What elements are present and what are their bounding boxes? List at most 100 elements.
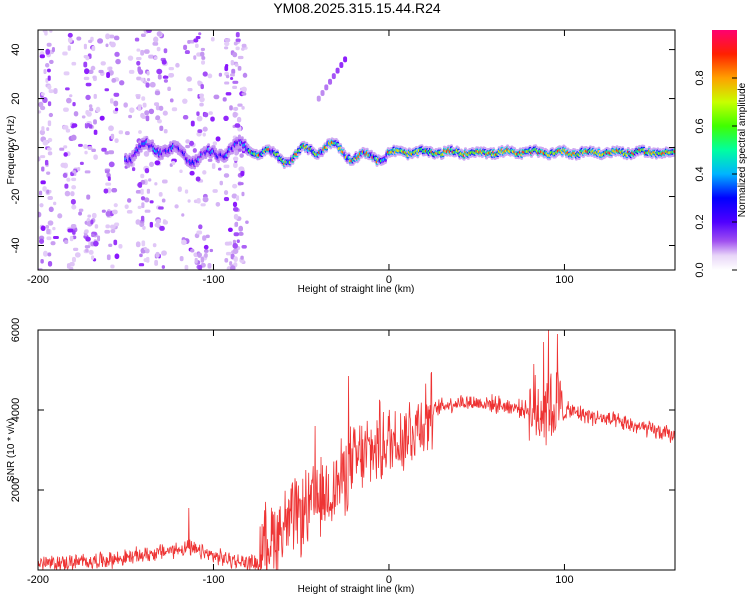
heatmap-cell: [70, 134, 77, 141]
heatmap-cell: [177, 186, 182, 192]
heatmap-cell: [189, 140, 195, 147]
heatmap-cell: [208, 111, 213, 115]
heatmap-cell: [83, 144, 88, 149]
heatmap-cell: [110, 133, 115, 140]
heatmap-cell: [144, 209, 151, 213]
heatmap-cell: [57, 213, 63, 219]
heatmap-cell: [131, 167, 136, 172]
heatmap-cell: [47, 84, 52, 90]
snr-series-line: [38, 330, 675, 570]
heatmap-cell: [149, 200, 154, 204]
heatmap-cell: [106, 254, 111, 261]
heatmap-cell: [135, 219, 141, 225]
heatmap-cell: [343, 56, 348, 63]
heatmap-cell: [219, 180, 223, 186]
heatmap-cell: [84, 170, 91, 174]
heatmap-cell: [85, 94, 91, 101]
heatmap-cell: [195, 35, 201, 40]
heatmap-cell: [38, 101, 44, 108]
heatmap-cell: [114, 107, 119, 112]
heatmap-cell: [183, 44, 188, 50]
x-tick-label: 0: [386, 274, 392, 286]
heatmap-cell: [161, 250, 167, 256]
y-tick-label: 0: [10, 144, 22, 150]
heatmap-cell: [233, 41, 238, 46]
heatmap-cell: [331, 73, 336, 80]
heatmap-cell: [232, 242, 238, 249]
heatmap-cell: [137, 104, 142, 108]
heatmap-cell: [233, 162, 238, 169]
heatmap-cell: [241, 191, 245, 197]
heatmap-cell: [143, 49, 150, 54]
heatmap-cell: [146, 30, 152, 34]
heatmap-cell: [40, 225, 46, 232]
chart-title: YM08.2025.315.15.44.R24: [273, 0, 441, 16]
heatmap-cell: [93, 129, 98, 135]
heatmap-cell: [230, 265, 236, 270]
heatmap-cell: [90, 219, 94, 225]
heatmap-cell: [47, 151, 53, 156]
heatmap-cell: [108, 66, 113, 71]
heatmap-cell: [154, 222, 160, 228]
x-tick-label: -100: [202, 274, 224, 286]
heatmap-cell: [224, 81, 230, 85]
heatmap-cell: [140, 215, 145, 222]
heatmap-cell: [104, 170, 110, 174]
heatmap-cell: [154, 160, 161, 166]
heatmap-cell: [110, 228, 116, 234]
heatmap-cell: [141, 240, 146, 247]
heatmap-cell: [197, 252, 202, 258]
heatmap-cell: [231, 193, 238, 199]
heatmap-cell: [128, 69, 135, 74]
heatmap-cell: [104, 88, 110, 92]
heatmap-cell: [187, 40, 191, 44]
heatmap-cell: [196, 230, 203, 235]
heatmap-cell: [46, 42, 52, 47]
heatmap-cell: [81, 115, 86, 119]
heatmap-cell: [104, 229, 111, 234]
heatmap-cell: [199, 96, 205, 103]
heatmap-cell: [149, 221, 154, 228]
heatmap-cell: [145, 82, 150, 88]
heatmap-cell: [109, 41, 116, 48]
heatmap-cell: [67, 32, 73, 38]
heatmap-cell: [48, 112, 54, 118]
snr-panel: -200 -100 0 100 2000 4000 6000 Height of stra…: [6, 318, 676, 595]
heatmap-cell: [91, 148, 96, 153]
heatmap-cell: [71, 177, 77, 182]
heatmap-cell: [83, 43, 87, 50]
heatmap-cell: [224, 257, 229, 263]
heatmap-cell: [196, 115, 203, 122]
heatmap-cell: [193, 55, 197, 60]
heatmap-cell: [168, 66, 175, 71]
heatmap-cell: [225, 64, 229, 68]
heatmap-cell: [66, 263, 71, 269]
heatmap-cell: [62, 125, 69, 130]
spectrogram-frame: [37, 29, 676, 271]
heatmap-cell: [142, 102, 147, 108]
heatmap-cell: [145, 256, 150, 263]
snr-frame: [37, 329, 676, 571]
heatmap-cell: [137, 205, 142, 209]
colorbar: 0.0 0.2 0.4 0.6 0.8 Normalized spectral ampl…: [694, 30, 748, 278]
heatmap-cell: [84, 229, 89, 234]
heatmap-cell: [63, 152, 68, 157]
heatmap-cell: [85, 248, 89, 253]
heatmap-cell: [158, 206, 164, 210]
heatmap-cell: [83, 61, 88, 68]
heatmap-cell: [53, 88, 58, 94]
heatmap-cell: [237, 148, 242, 152]
heatmap-cell: [141, 96, 146, 101]
heatmap-cell: [223, 164, 230, 169]
heatmap-cell: [233, 213, 239, 220]
heatmap-cell: [47, 120, 52, 127]
heatmap-cell: [335, 67, 340, 74]
heatmap-cell: [71, 204, 77, 210]
heatmap-cell: [232, 85, 238, 90]
heatmap-cell: [232, 248, 239, 255]
heatmap-cell: [64, 190, 71, 197]
heatmap-cell: [233, 256, 238, 263]
heatmap-cell: [324, 84, 329, 91]
heatmap-cell: [236, 116, 242, 123]
heatmap-cell: [109, 224, 116, 229]
